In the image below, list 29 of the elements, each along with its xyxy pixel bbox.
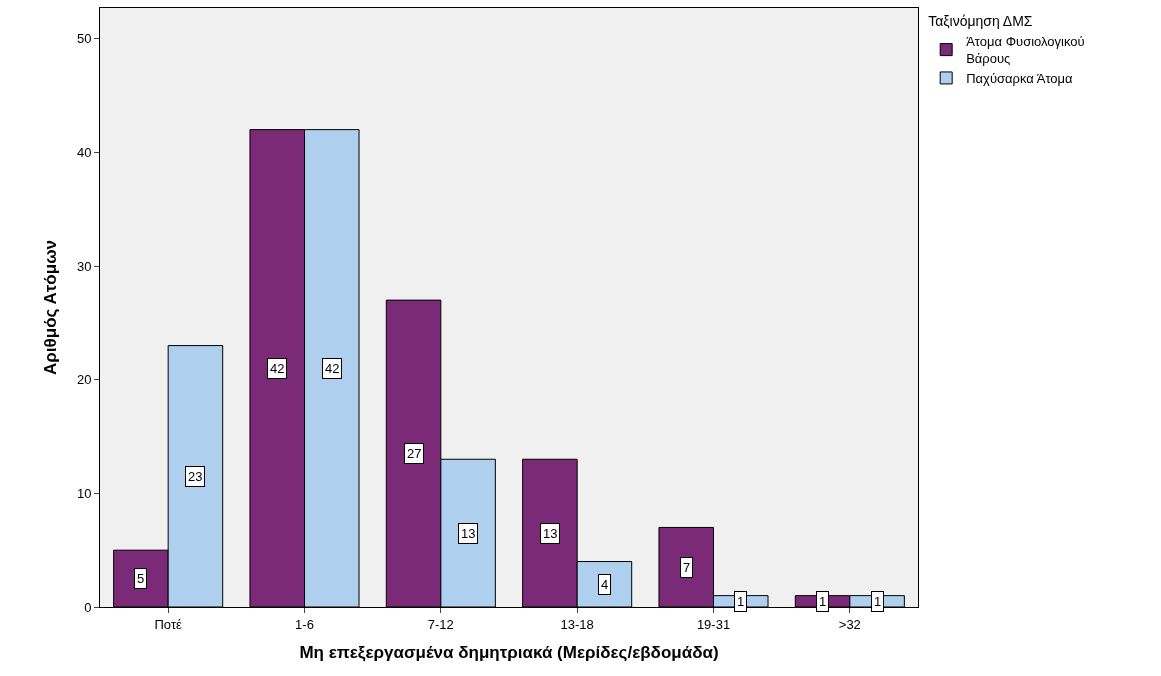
data-label: 42 (270, 361, 285, 376)
y-tick-label: 10 (76, 485, 92, 501)
y-tick-label: 30 (76, 258, 92, 274)
legend-title: Ταξινόμηση ΔΜΣ (928, 13, 1033, 30)
x-tick-label: 13-18 (560, 616, 594, 632)
y-tick-label: 20 (76, 372, 92, 388)
legend-label: Παχύσαρκα Άτομα (966, 71, 1074, 87)
data-label: 7 (683, 560, 691, 575)
data-label: 5 (137, 571, 145, 586)
x-axis-title: Μη επεξεργασμένα δημητριακά (Μερίδες/εβδομάδα) (299, 643, 719, 662)
data-label: 1 (874, 594, 882, 609)
y-tick-label: 0 (84, 599, 92, 615)
data-label: 1 (819, 594, 827, 609)
data-label: 4 (601, 577, 609, 592)
y-axis-title: Αριθμός Ατόμων (41, 240, 61, 375)
y-tick-label: 40 (76, 144, 92, 160)
x-tick-label: 1-6 (295, 616, 314, 632)
x-tick-label: 19-31 (696, 616, 731, 632)
x-tick-label: Ποτέ (154, 616, 183, 632)
x-tick-label: 7-12 (427, 616, 454, 632)
legend-label: Άτομα Φυσιολογικού Βάρους (966, 34, 1085, 67)
y-tick-label: 50 (76, 31, 92, 47)
x-tick-label: >32 (838, 616, 861, 632)
data-label: 13 (461, 526, 476, 541)
data-label: 23 (188, 469, 203, 484)
data-label: 1 (737, 594, 745, 609)
data-label: 27 (407, 446, 422, 461)
data-label: 42 (325, 361, 340, 376)
data-label: 13 (543, 526, 558, 541)
